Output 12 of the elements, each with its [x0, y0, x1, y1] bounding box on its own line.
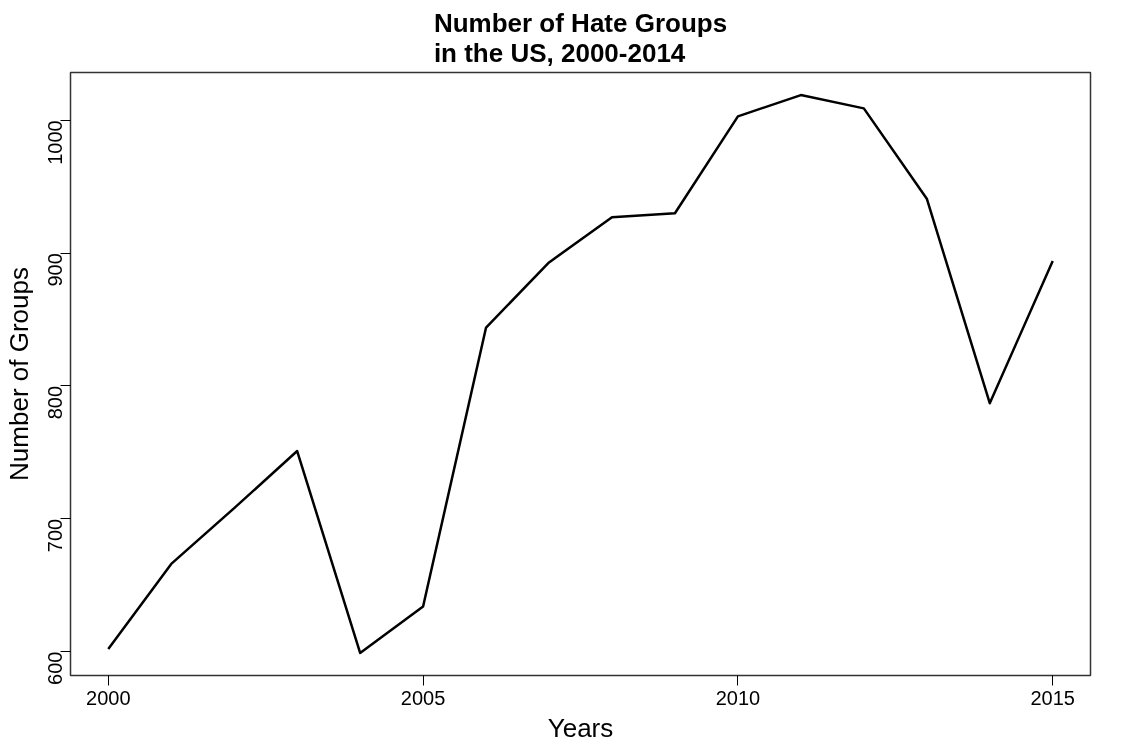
chart-title: Number of Hate Groups in the US, 2000-2014	[433, 7, 728, 68]
x-axis-title: Years	[547, 712, 614, 743]
y-tick-label: 700	[44, 518, 67, 553]
y-tick-label: 1000	[44, 120, 67, 165]
x-tick-label: 2010	[715, 686, 761, 709]
y-tick-label: 600	[44, 651, 67, 685]
y-tick-label: 900	[44, 253, 67, 287]
x-tick-label: 2005	[400, 686, 446, 709]
x-tick-label: 2015	[1030, 686, 1075, 709]
y-tick-label: 800	[44, 385, 67, 420]
y-axis-title: Number of Groups	[3, 267, 34, 481]
x-tick-label: 2000	[86, 686, 131, 709]
